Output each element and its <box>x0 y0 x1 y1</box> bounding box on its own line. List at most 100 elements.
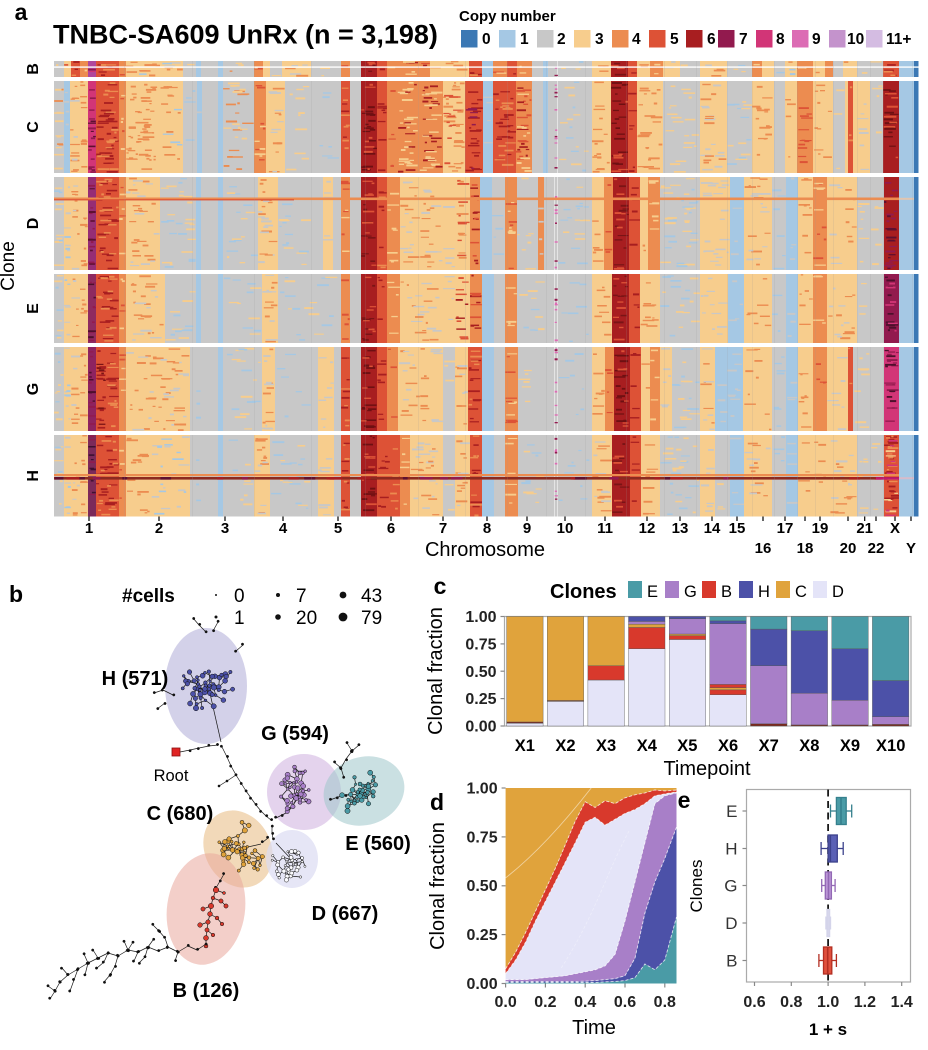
svg-text:X10: X10 <box>876 737 905 755</box>
svg-text:Time: Time <box>572 1017 616 1039</box>
svg-text:0.25: 0.25 <box>465 691 496 708</box>
svg-text:G: G <box>25 383 42 395</box>
svg-text:5: 5 <box>670 31 679 48</box>
svg-text:b: b <box>9 581 23 607</box>
svg-text:X: X <box>890 520 900 537</box>
svg-text:a: a <box>15 0 28 25</box>
svg-text:e: e <box>678 787 691 813</box>
svg-text:4: 4 <box>632 31 641 48</box>
svg-text:X5: X5 <box>677 737 697 755</box>
svg-text:G: G <box>724 877 737 896</box>
svg-text:1: 1 <box>520 31 529 48</box>
svg-text:43: 43 <box>361 586 382 607</box>
svg-text:1: 1 <box>234 608 245 629</box>
svg-text:Clones: Clones <box>687 860 706 913</box>
svg-text:10: 10 <box>557 520 574 537</box>
svg-text:E: E <box>726 802 737 821</box>
svg-text:Root: Root <box>154 767 189 785</box>
svg-text:11: 11 <box>597 520 613 537</box>
svg-text:20: 20 <box>840 540 857 557</box>
svg-text:7: 7 <box>296 586 307 607</box>
svg-text:G (594): G (594) <box>261 723 329 745</box>
svg-text:1.0: 1.0 <box>817 994 839 1011</box>
svg-text:Clonal fraction: Clonal fraction <box>425 607 447 735</box>
svg-text:D: D <box>25 218 42 230</box>
svg-text:X7: X7 <box>759 737 779 755</box>
svg-text:H: H <box>725 840 737 859</box>
svg-text:79: 79 <box>361 608 382 629</box>
svg-text:0: 0 <box>234 586 245 607</box>
svg-text:D: D <box>832 583 844 601</box>
svg-text:Timepoint: Timepoint <box>663 758 751 780</box>
svg-text:Copy number: Copy number <box>459 8 556 25</box>
svg-text:X8: X8 <box>799 737 819 755</box>
svg-text:Y: Y <box>906 540 916 557</box>
svg-text:X1: X1 <box>515 737 535 755</box>
svg-text:8: 8 <box>776 31 785 48</box>
svg-text:10: 10 <box>847 31 864 48</box>
svg-text:1.00: 1.00 <box>466 781 497 798</box>
svg-text:7: 7 <box>739 31 748 48</box>
svg-text:0.6: 0.6 <box>743 994 765 1011</box>
svg-text:0.75: 0.75 <box>465 636 496 653</box>
svg-text:B: B <box>721 583 732 601</box>
svg-text:9: 9 <box>523 520 531 537</box>
svg-text:2: 2 <box>557 31 566 48</box>
svg-text:3: 3 <box>595 31 604 48</box>
svg-text:X2: X2 <box>555 737 575 755</box>
svg-text:H (571): H (571) <box>102 668 169 690</box>
svg-text:B (126): B (126) <box>173 980 240 1002</box>
svg-text:1.2: 1.2 <box>854 994 876 1011</box>
svg-text:0.50: 0.50 <box>465 664 496 681</box>
svg-text:0.8: 0.8 <box>654 994 676 1011</box>
svg-text:0.6: 0.6 <box>614 994 636 1011</box>
svg-text:1 + s: 1 + s <box>809 1020 847 1039</box>
svg-text:X3: X3 <box>596 737 616 755</box>
svg-text:6: 6 <box>707 31 716 48</box>
svg-text:16: 16 <box>755 540 772 557</box>
svg-text:Chromosome: Chromosome <box>425 539 545 561</box>
svg-text:12: 12 <box>639 520 656 537</box>
svg-text:H: H <box>25 470 42 482</box>
svg-text:X9: X9 <box>840 737 860 755</box>
svg-text:0.50: 0.50 <box>466 878 497 895</box>
svg-text:C: C <box>25 121 42 133</box>
svg-text:B: B <box>726 952 737 971</box>
svg-text:C (680): C (680) <box>147 803 214 825</box>
svg-text:H: H <box>758 583 770 601</box>
svg-text:E: E <box>647 583 658 601</box>
svg-text:0.25: 0.25 <box>466 927 497 944</box>
svg-text:D (667): D (667) <box>312 903 379 925</box>
svg-text:0: 0 <box>482 31 491 48</box>
svg-text:G: G <box>684 583 697 601</box>
svg-text:1.4: 1.4 <box>891 994 913 1011</box>
svg-text:21: 21 <box>856 520 873 537</box>
svg-text:Clone: Clone <box>0 241 19 291</box>
svg-text:18: 18 <box>797 540 814 557</box>
svg-text:D: D <box>725 914 737 933</box>
svg-text:15: 15 <box>729 520 746 537</box>
svg-text:14: 14 <box>704 520 721 537</box>
svg-text:X4: X4 <box>637 737 658 755</box>
svg-text:8: 8 <box>483 520 491 537</box>
svg-text:1: 1 <box>85 520 93 537</box>
svg-text:E (560): E (560) <box>345 833 411 855</box>
svg-text:X6: X6 <box>718 737 738 755</box>
svg-text:7: 7 <box>439 520 447 537</box>
svg-text:0.2: 0.2 <box>534 994 556 1011</box>
svg-text:B: B <box>25 63 42 75</box>
svg-text:#cells: #cells <box>122 586 175 607</box>
svg-text:19: 19 <box>812 520 829 537</box>
svg-text:c: c <box>434 573 447 599</box>
svg-text:4: 4 <box>279 520 288 537</box>
svg-text:0.00: 0.00 <box>465 719 496 736</box>
svg-text:1.00: 1.00 <box>465 609 496 626</box>
svg-text:11+: 11+ <box>886 31 911 48</box>
svg-text:Clonal fraction: Clonal fraction <box>427 822 449 950</box>
svg-text:0.4: 0.4 <box>574 994 596 1011</box>
svg-text:6: 6 <box>387 520 395 537</box>
svg-text:13: 13 <box>672 520 689 537</box>
svg-text:0.75: 0.75 <box>466 829 497 846</box>
svg-text:3: 3 <box>221 520 229 537</box>
svg-text:Clones: Clones <box>550 581 617 603</box>
